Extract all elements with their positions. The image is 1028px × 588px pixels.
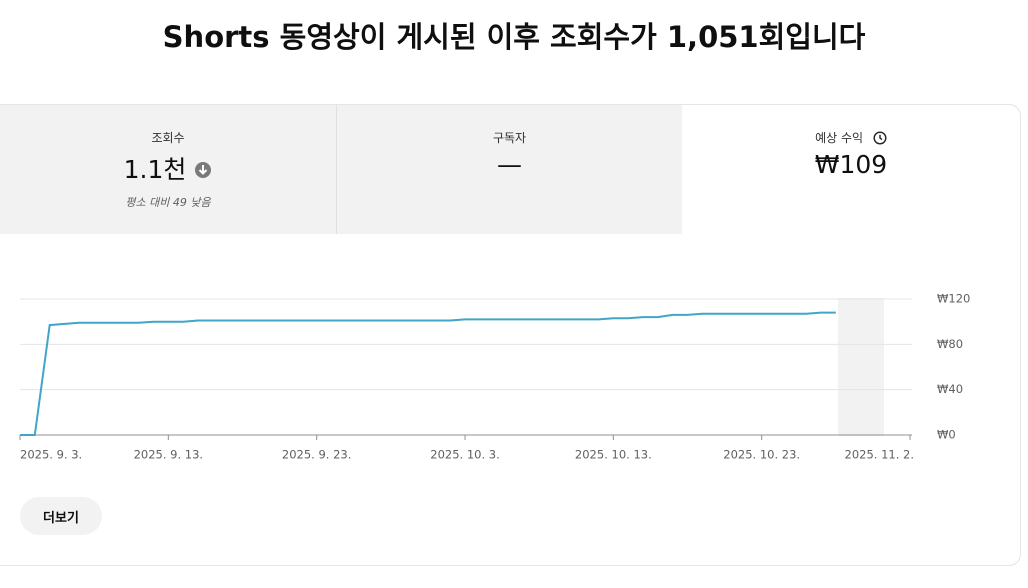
subscribers-card[interactable]: 구독자 — (336, 105, 682, 234)
x-tick-label: 2025. 10. 13. (575, 448, 652, 462)
x-tick-label: 2025. 10. 23. (723, 448, 800, 462)
views-card[interactable]: 조회수 1.1천 평소 대비 49 낮음 (0, 105, 336, 234)
card-value: — (497, 150, 522, 179)
card-note: 평소 대비 49 낮음 (125, 196, 211, 209)
card-label: 구독자 (492, 131, 527, 145)
incomplete-range (838, 298, 884, 436)
down-icon (195, 162, 212, 178)
y-tick-label: ₩0 (937, 428, 956, 442)
x-tick-label: 2025. 11. 2. (845, 448, 915, 462)
x-tick-label: 2025. 10. 3. (430, 448, 500, 462)
page-title: Shorts 동영상이 게시된 이후 조회수가 1,051회입니다 (162, 20, 866, 54)
card-value-text: 1.1천 (123, 155, 187, 184)
x-tick-label: 2025. 9. 23. (282, 448, 352, 462)
line (20, 311, 836, 436)
y-tick-label: ₩80 (937, 337, 963, 351)
clock-icon (873, 131, 887, 145)
x-tick-label: 2025. 9. 3. (20, 448, 82, 462)
y-tick-label: ₩120 (937, 292, 970, 306)
card-value: ₩109 (814, 150, 888, 179)
more-button[interactable]: 더보기 (20, 497, 102, 535)
card-value: 1.1천 (0, 150, 336, 186)
y-tick-label: ₩40 (937, 382, 963, 396)
card-label: 예상 수익 (682, 129, 1020, 146)
revenue-card[interactable]: 예상 수익 ₩109 (682, 105, 1020, 234)
analytics-panel: 조회수 1.1천 평소 대비 49 낮음 구독자 — 예상 수익 ₩109 (0, 104, 1021, 566)
card-label: 조회수 (151, 131, 185, 145)
card-label-text: 예상 수익 (815, 131, 864, 145)
chart: ₩0 ₩40 ₩80 ₩120 2025. 9. 3. 2025. 9. 13. 2025.… (19, 292, 970, 462)
x-tick-label: 2025. 9. 13. (134, 448, 204, 462)
